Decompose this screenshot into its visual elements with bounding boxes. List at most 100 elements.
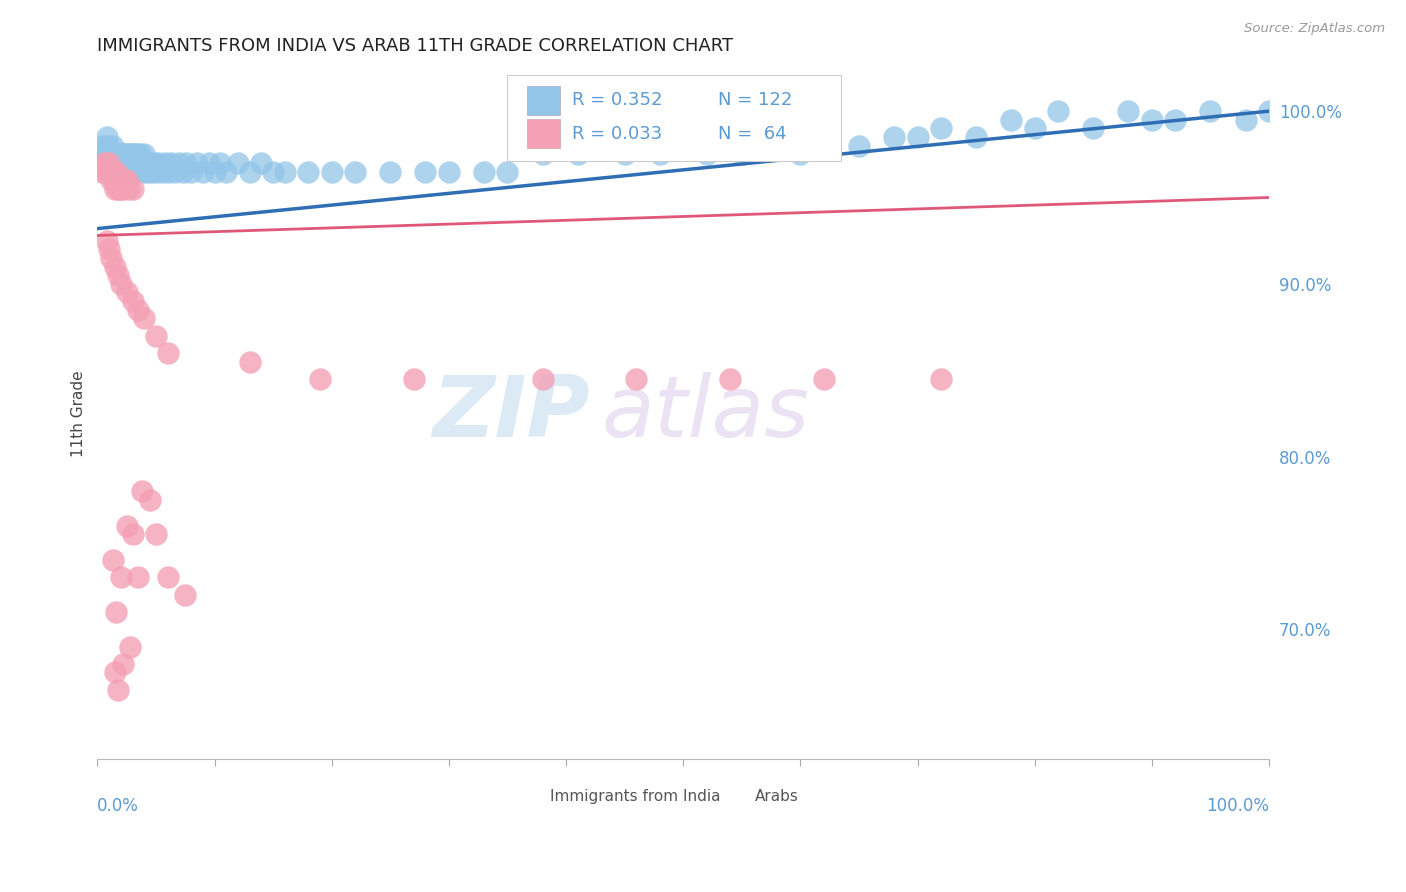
Point bbox=[1164, 112, 1187, 127]
Point bbox=[98, 156, 121, 170]
Point bbox=[496, 164, 519, 178]
Point bbox=[965, 130, 987, 145]
Point bbox=[104, 665, 127, 680]
Point bbox=[1118, 104, 1140, 119]
Point bbox=[309, 372, 332, 386]
Point bbox=[321, 164, 343, 178]
Point bbox=[115, 147, 138, 161]
Point bbox=[145, 328, 167, 343]
Point bbox=[101, 156, 124, 170]
Point bbox=[101, 553, 124, 567]
Point bbox=[104, 260, 127, 274]
Point bbox=[105, 147, 128, 161]
Point bbox=[112, 147, 135, 161]
FancyBboxPatch shape bbox=[508, 75, 841, 161]
Point bbox=[176, 156, 198, 170]
Text: R = 0.352: R = 0.352 bbox=[572, 92, 662, 110]
Point bbox=[117, 147, 139, 161]
Point bbox=[105, 147, 128, 161]
Point bbox=[111, 156, 134, 170]
Point bbox=[883, 130, 905, 145]
Point bbox=[120, 164, 142, 178]
Point bbox=[141, 164, 163, 178]
Point bbox=[1234, 112, 1257, 127]
Point bbox=[121, 182, 143, 196]
Point bbox=[93, 156, 115, 170]
Point bbox=[110, 147, 132, 161]
Point bbox=[107, 682, 129, 697]
Point bbox=[626, 372, 648, 386]
Point bbox=[250, 156, 273, 170]
Point bbox=[121, 527, 143, 541]
Point bbox=[112, 147, 135, 161]
Point bbox=[848, 138, 870, 153]
Point bbox=[134, 311, 156, 326]
Point bbox=[100, 164, 122, 178]
Point bbox=[1000, 112, 1022, 127]
Bar bbox=[527, 86, 560, 115]
Point bbox=[115, 173, 138, 187]
Point bbox=[169, 156, 191, 170]
Point bbox=[110, 277, 132, 291]
Point bbox=[104, 156, 127, 170]
Point bbox=[98, 147, 121, 161]
Point bbox=[115, 518, 138, 533]
Point bbox=[127, 147, 149, 161]
Point bbox=[96, 156, 118, 170]
Point bbox=[402, 372, 425, 386]
Point bbox=[105, 605, 128, 619]
Point bbox=[135, 164, 157, 178]
Point bbox=[145, 164, 167, 178]
Point bbox=[197, 156, 219, 170]
Point bbox=[148, 156, 170, 170]
Point bbox=[110, 182, 132, 196]
Point bbox=[1024, 121, 1046, 136]
Point bbox=[97, 138, 120, 153]
Point bbox=[138, 156, 160, 170]
Point bbox=[98, 147, 121, 161]
Point bbox=[121, 147, 143, 161]
Point bbox=[172, 164, 194, 178]
Point bbox=[274, 164, 297, 178]
Point bbox=[239, 354, 262, 368]
Point bbox=[131, 164, 153, 178]
Point bbox=[105, 164, 128, 178]
Point bbox=[107, 182, 129, 196]
Point bbox=[118, 156, 141, 170]
Point bbox=[120, 147, 142, 161]
Point bbox=[94, 147, 117, 161]
Point bbox=[100, 173, 122, 187]
Point bbox=[98, 156, 121, 170]
Point bbox=[104, 147, 127, 161]
Point bbox=[1047, 104, 1070, 119]
Text: Source: ZipAtlas.com: Source: ZipAtlas.com bbox=[1244, 22, 1385, 36]
Point bbox=[105, 164, 128, 178]
Point bbox=[150, 164, 173, 178]
Point bbox=[209, 156, 232, 170]
Point bbox=[105, 173, 128, 187]
Point bbox=[180, 164, 202, 178]
Point bbox=[1083, 121, 1105, 136]
Point bbox=[472, 164, 495, 178]
Point bbox=[1140, 112, 1163, 127]
Point bbox=[204, 164, 226, 178]
Point bbox=[139, 492, 162, 507]
Point bbox=[110, 156, 132, 170]
Point bbox=[97, 164, 120, 178]
Point bbox=[103, 164, 125, 178]
Point bbox=[108, 173, 131, 187]
Point bbox=[115, 156, 138, 170]
Point bbox=[1258, 104, 1281, 119]
Point bbox=[531, 372, 554, 386]
Point bbox=[613, 147, 636, 161]
Text: 100.0%: 100.0% bbox=[1206, 797, 1270, 814]
Point bbox=[111, 173, 134, 187]
Point bbox=[731, 147, 754, 161]
Point bbox=[107, 268, 129, 283]
Point bbox=[125, 156, 148, 170]
Point bbox=[100, 251, 122, 265]
Point bbox=[124, 147, 146, 161]
Point bbox=[107, 156, 129, 170]
Point bbox=[226, 156, 249, 170]
Point bbox=[813, 372, 835, 386]
